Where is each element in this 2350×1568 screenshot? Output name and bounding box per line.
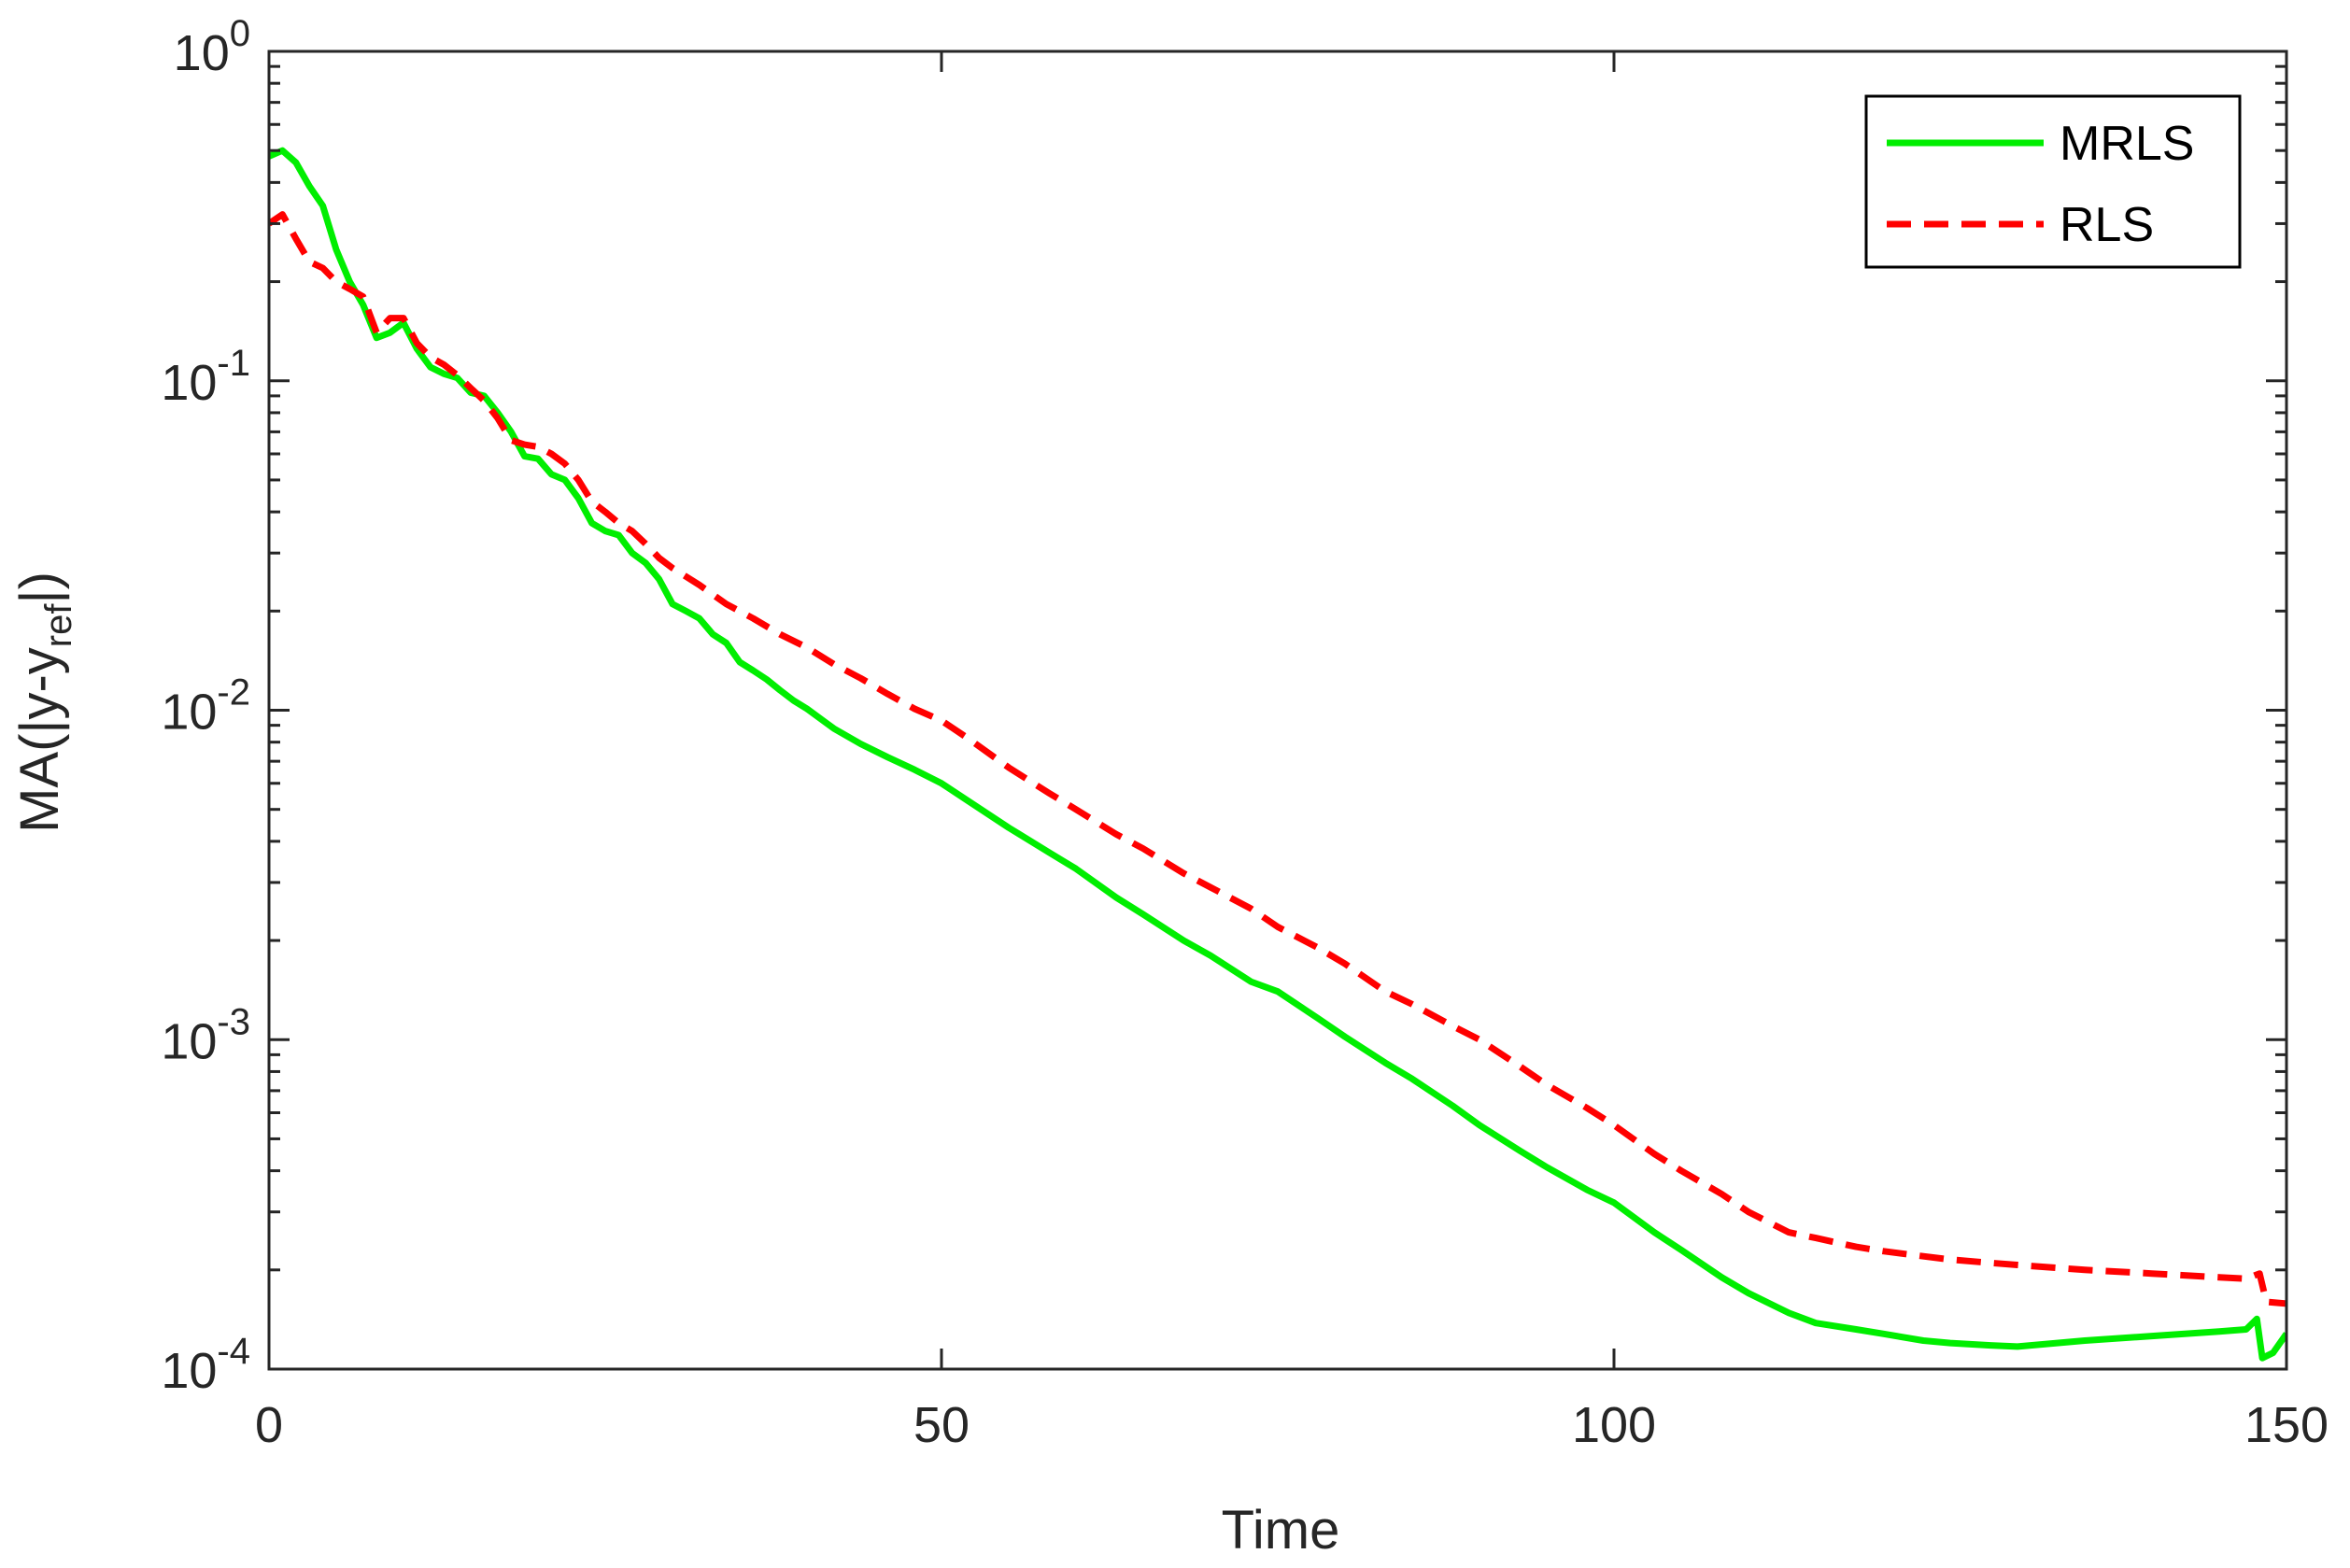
legend-label-rls: RLS bbox=[2060, 198, 2154, 252]
y-tick-label-exponent: -2 bbox=[217, 672, 250, 713]
y-axis-title-main: MA(|y-y bbox=[9, 647, 70, 833]
y-tick-label-base: 10 bbox=[161, 355, 217, 411]
y-tick-label: 10-1 bbox=[161, 343, 250, 411]
y-tick-label-base: 10 bbox=[161, 685, 217, 741]
y-tick-label-exponent: 0 bbox=[230, 13, 250, 54]
y-axis-title-subscript: ref bbox=[38, 603, 79, 648]
y-tick-label-exponent: -1 bbox=[217, 343, 250, 384]
y-axis-title: MA(|y-yref|) bbox=[9, 572, 79, 833]
x-tick-label: 150 bbox=[2244, 1397, 2329, 1453]
axes-layer bbox=[267, 49, 2288, 1371]
x-tick-label: 0 bbox=[255, 1397, 283, 1453]
x-axis-title: Time bbox=[1222, 1500, 1340, 1561]
y-tick-label: 10-2 bbox=[161, 672, 250, 741]
y-tick-label: 100 bbox=[174, 13, 250, 81]
legend: MRLS RLS bbox=[1864, 94, 2242, 269]
y-tick-label-exponent: -4 bbox=[217, 1331, 250, 1372]
series-line-rls bbox=[269, 211, 2286, 1307]
y-tick-label-base: 10 bbox=[161, 1013, 217, 1069]
y-tick-label-base: 10 bbox=[174, 25, 230, 81]
series-line-mrls bbox=[269, 147, 2286, 1362]
y-tick-label-base: 10 bbox=[161, 1343, 217, 1399]
legend-box bbox=[1864, 94, 2242, 269]
y-axis-title-tail: |) bbox=[9, 572, 70, 603]
y-tick-label: 10-3 bbox=[161, 1001, 250, 1069]
legend-label-mrls: MRLS bbox=[2060, 117, 2194, 171]
series-layer bbox=[269, 147, 2286, 1362]
y-tick-label: 10-4 bbox=[161, 1331, 250, 1399]
x-tick-label: 50 bbox=[913, 1397, 970, 1453]
x-tick-label: 100 bbox=[1572, 1397, 1656, 1453]
y-tick-label-exponent: -3 bbox=[217, 1001, 250, 1042]
